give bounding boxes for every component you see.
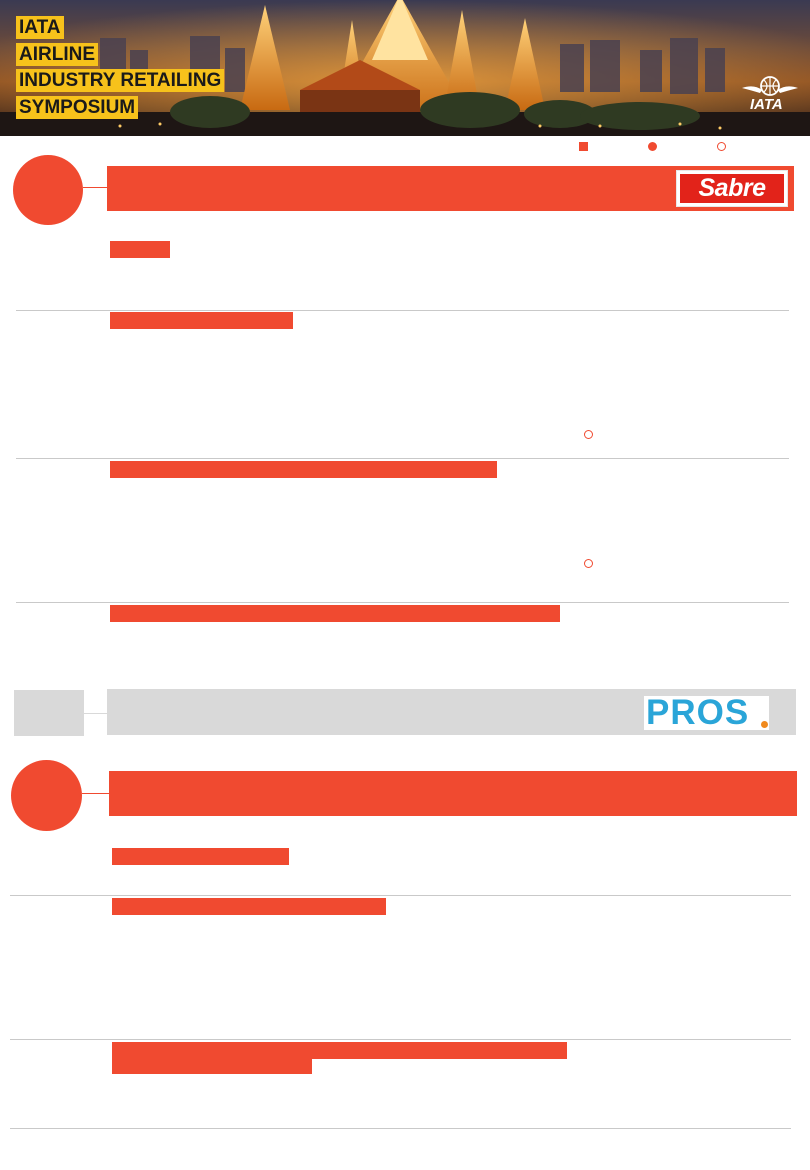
square-legend-icon [579,142,588,151]
section-3-marker [11,760,82,831]
ring-legend-icon [717,142,726,151]
divider [10,1128,791,1129]
header-banner: IATA AIRLINE INDUSTRY RETAILING SYMPOSIU… [0,0,810,136]
globe-wings-icon [742,76,798,96]
section-2-marker [14,690,84,736]
session-2-title-bar [110,312,293,329]
divider [16,310,789,311]
session-1-title-bar [110,241,170,258]
ring-marker-icon [584,559,593,568]
session-7-title-bar-line-2 [112,1058,312,1074]
pros-logo-text: PROS [646,693,750,732]
sabre-logo-text: Sabre [680,174,784,203]
section-3-connector [82,793,109,794]
divider [10,895,791,896]
session-4-title-bar [110,605,560,622]
pros-logo: PROS [644,693,769,732]
title-line-1: IATA [16,16,64,39]
session-3-title-bar [110,461,497,478]
title-line-3: INDUSTRY RETAILING [16,69,225,92]
title-line-4: SYMPOSIUM [16,96,139,119]
dot-legend-icon [648,142,657,151]
section-1-connector [83,187,107,188]
session-7-title-bar [112,1042,567,1059]
session-5-title-bar [112,848,289,865]
ring-marker-icon [584,430,593,439]
pros-logo-dot [761,721,768,728]
section-1-marker [13,155,83,225]
section-3-header-bar [109,771,797,816]
divider [10,1039,791,1040]
section-2-connector [84,713,107,714]
title-line-2: AIRLINE [16,43,98,66]
sabre-logo: Sabre [676,170,788,207]
iata-logo-text: IATA [750,96,783,113]
divider [16,458,789,459]
divider [16,602,789,603]
session-6-title-bar [112,898,386,915]
